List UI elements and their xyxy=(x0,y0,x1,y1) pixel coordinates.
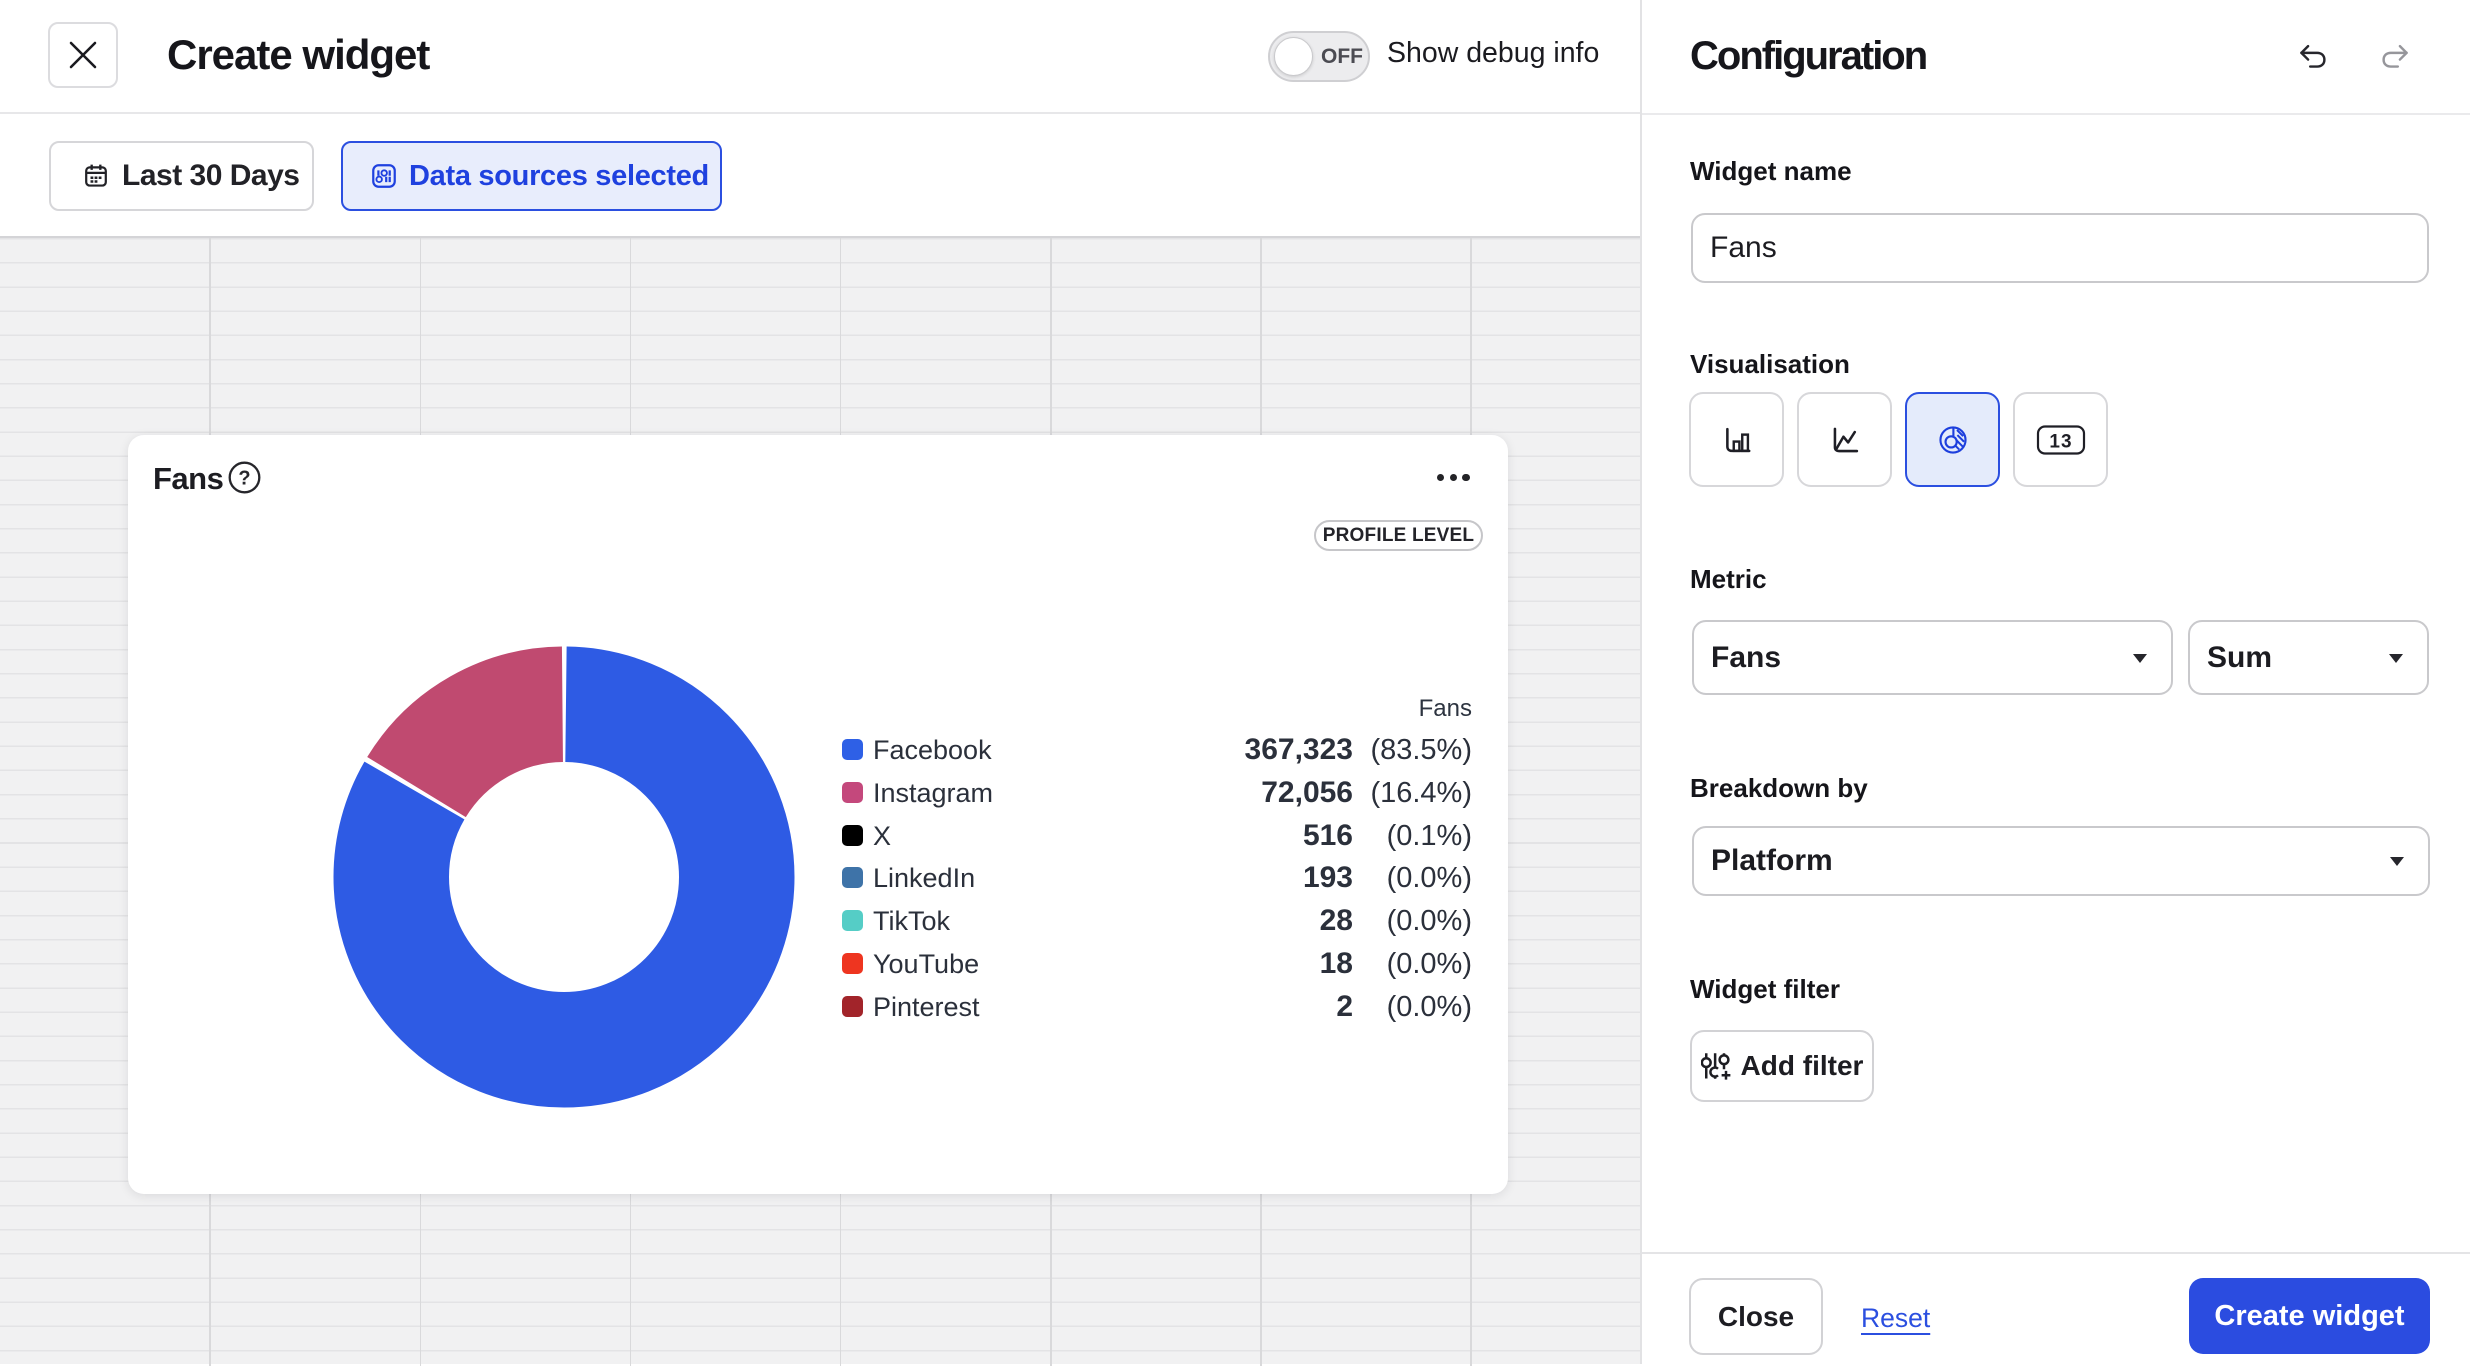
svg-text:?: ? xyxy=(238,468,250,490)
svg-text:13: 13 xyxy=(2049,431,2072,452)
